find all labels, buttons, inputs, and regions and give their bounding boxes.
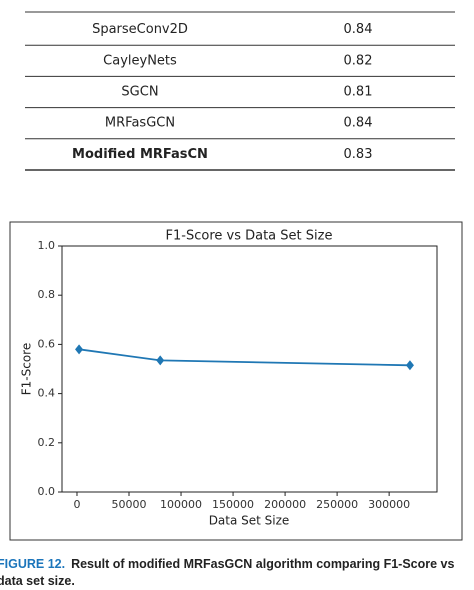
y-tick-label: 0.4 xyxy=(38,387,56,400)
series-line xyxy=(78,348,410,367)
table-cell: CayleyNets xyxy=(103,53,177,68)
table-cell: Modified MRFasCN xyxy=(72,147,208,162)
y-tick-label: 1.0 xyxy=(38,239,56,252)
x-tick-label: 50000 xyxy=(112,498,147,511)
data-point xyxy=(75,344,84,355)
table-cell: SparseConv2D xyxy=(92,22,188,37)
table-cell: 0.82 xyxy=(344,53,373,68)
chart-frame xyxy=(9,221,463,541)
figure: F1-Score vs Data Set Size Data Set Size … xyxy=(9,11,463,541)
table-cell: 0.84 xyxy=(344,22,373,37)
x-tick-label: 300000 xyxy=(368,498,410,511)
y-axis-label: F1-Score xyxy=(20,343,34,395)
caption-text: Result of modified MRFasGCN algorithm co… xyxy=(0,557,455,588)
y-tick-label: 0.8 xyxy=(38,288,56,301)
y-tick-label: 0.2 xyxy=(38,436,56,449)
caption-label: FIGURE 12. xyxy=(0,557,66,571)
x-tick-label: 100000 xyxy=(160,498,202,511)
caption: FIGURE 12. Result of modified MRFasGCN al… xyxy=(0,556,467,590)
x-tick-label: 200000 xyxy=(264,498,306,511)
table-cell: SGCN xyxy=(121,85,158,100)
table-cell: MRFasGCN xyxy=(105,116,175,131)
data-point xyxy=(405,360,414,371)
chart-title: F1-Score vs Data Set Size xyxy=(166,229,333,244)
plot-area xyxy=(61,245,438,493)
y-tick-label: 0.6 xyxy=(38,337,56,350)
table-cell: 0.81 xyxy=(344,85,373,100)
x-tick-label: 0 xyxy=(73,498,80,511)
table-cell: 0.83 xyxy=(344,147,373,162)
x-axis-label: Data Set Size xyxy=(209,514,290,528)
x-tick-label: 150000 xyxy=(212,498,254,511)
y-tick-label: 0.0 xyxy=(38,485,56,498)
table-cell: 0.84 xyxy=(344,116,373,131)
x-tick-label: 250000 xyxy=(316,498,358,511)
data-point xyxy=(156,355,165,366)
